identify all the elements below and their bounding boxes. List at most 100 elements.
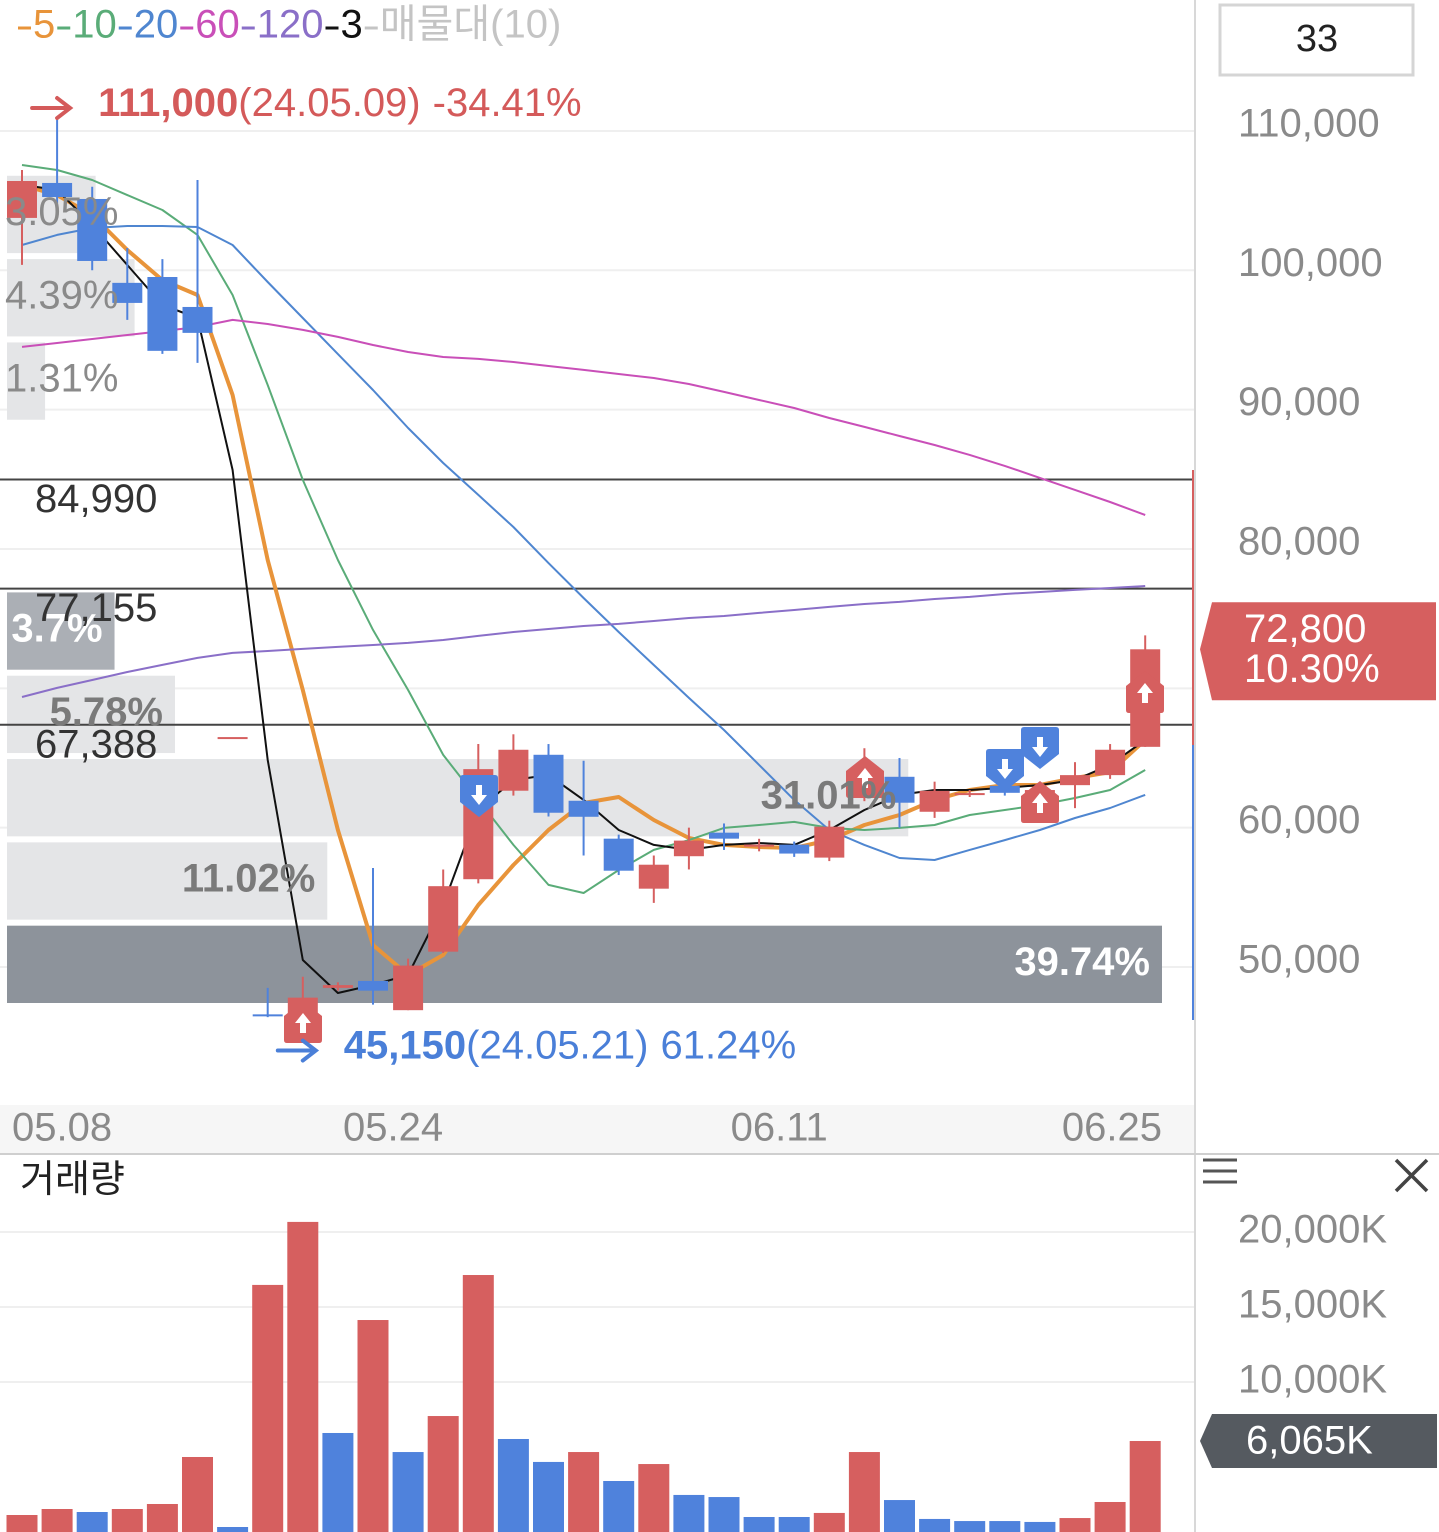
candle-body (533, 754, 564, 813)
candle-body (1095, 749, 1126, 776)
volume-profile-bar (7, 592, 115, 670)
volume-bar (6, 1515, 38, 1532)
current-price-tag (1200, 602, 1436, 701)
candle-body (638, 864, 669, 889)
annotation-arrow (275, 1038, 320, 1063)
annotation-part: (24.05.21) (466, 1023, 648, 1067)
buy-signal (1021, 781, 1059, 823)
candle-body (1060, 775, 1090, 786)
volume-bar (954, 1521, 986, 1532)
ma-line (21, 585, 1146, 698)
volume-profile-label: 11.02% (182, 857, 315, 901)
candle-body (673, 840, 704, 857)
candle-body (322, 985, 353, 988)
y-tick-label: 15,000K (1238, 1283, 1387, 1327)
level-label: 84,990 (35, 477, 157, 521)
volume-bar (1024, 1521, 1056, 1532)
volume-profile-label: 3.7% (11, 607, 102, 651)
level-label: 77,155 (35, 586, 157, 630)
x-tick-label: 06.25 (1062, 1106, 1162, 1150)
y-tick-label: 100,000 (1238, 241, 1383, 285)
volume-bar (462, 1275, 494, 1532)
volume-profile-bar (7, 342, 46, 420)
volume-bar (813, 1512, 845, 1532)
candle-body (252, 1014, 283, 1017)
label-layer: 50,000 60,000 80,000 90,000 100,000 110,000 39… (5, 3, 1437, 1469)
candle-body (884, 776, 915, 803)
current-volume-tag (1200, 1414, 1437, 1469)
y-tick-label: 60,000 (1238, 798, 1360, 842)
volume-bar (111, 1509, 143, 1532)
volume-bar (778, 1516, 810, 1532)
x-tick-label: 05.08 (12, 1106, 112, 1150)
candle-body (77, 198, 108, 261)
candle-body (568, 800, 599, 817)
y-tick-label: 90,000 (1238, 380, 1360, 424)
volume-bar (673, 1494, 705, 1532)
candle-body (428, 886, 459, 952)
candle-body (7, 180, 37, 218)
volume-profile-bar (7, 842, 328, 920)
annotation: 111,000(24.05.09) -34.41% (98, 81, 582, 125)
candle-body (42, 182, 73, 198)
volume-bar (392, 1452, 424, 1532)
volume-bar (76, 1512, 108, 1532)
background-layer (0, 129, 1195, 1383)
close-icon[interactable] (1394, 1158, 1429, 1193)
volume-bar (848, 1452, 880, 1532)
volume-bar (1129, 1441, 1161, 1532)
volume-bar (217, 1527, 249, 1532)
volume-bar (884, 1500, 915, 1532)
annotation: 45,150(24.05.21) 61.24% (344, 1023, 796, 1067)
legend-label: 5 (33, 3, 55, 47)
volume-bar (1094, 1501, 1126, 1532)
volume-bar (919, 1518, 951, 1532)
annotation-part: 45,150 (344, 1023, 466, 1067)
volume-bar (638, 1464, 670, 1532)
legend-label: 매물대(10) (380, 3, 562, 47)
candle-body (814, 826, 845, 858)
volume-profile-label: 3.05% (5, 190, 118, 234)
annotation-arrow (30, 96, 74, 121)
current-price-label: 72,800 (1244, 607, 1366, 651)
volume-bar (357, 1320, 389, 1532)
legend-label: 10 (72, 3, 117, 47)
ma-line (21, 164, 1146, 894)
current-volume-label: 6,065K (1246, 1419, 1373, 1463)
candle-body (954, 793, 985, 796)
volume-bar (533, 1461, 564, 1532)
volume-bar (603, 1480, 635, 1532)
candle-body (182, 306, 213, 333)
annotation-part: (24.05.09) (238, 81, 420, 125)
current-change-label: 10.30% (1244, 647, 1380, 691)
candle-body (217, 737, 248, 740)
count-label: 33 (1296, 18, 1338, 60)
volume-title: 거래량 (20, 1159, 125, 1201)
volume-bar (743, 1516, 775, 1532)
candle-body (498, 749, 529, 791)
x-axis-band (0, 1105, 1195, 1153)
candle-body (147, 276, 178, 351)
volume-profile-label: 31.01% (761, 773, 897, 817)
candle-body (112, 282, 143, 303)
count-box[interactable] (1218, 3, 1415, 77)
plot-layer (0, 117, 1195, 1532)
y-tick-label: 80,000 (1238, 520, 1360, 564)
candle-body (744, 844, 775, 847)
volume-bar (252, 1284, 284, 1532)
volume-bar (989, 1521, 1021, 1532)
volume-bar (146, 1503, 178, 1532)
y-tick-label: 110,000 (1238, 102, 1380, 146)
annotation-part: 111,000 (98, 81, 238, 125)
volume-bar (568, 1452, 600, 1532)
candle-body (393, 965, 424, 1011)
candle-body (603, 838, 634, 871)
annotation-part: -34.41% (433, 81, 582, 125)
menu-icon[interactable] (1203, 1158, 1237, 1184)
legend-label: 3 (341, 3, 363, 47)
volume-bar (1059, 1518, 1091, 1532)
volume-bar (182, 1456, 213, 1532)
volume-bar (287, 1221, 319, 1532)
x-tick-label: 05.24 (343, 1106, 443, 1150)
